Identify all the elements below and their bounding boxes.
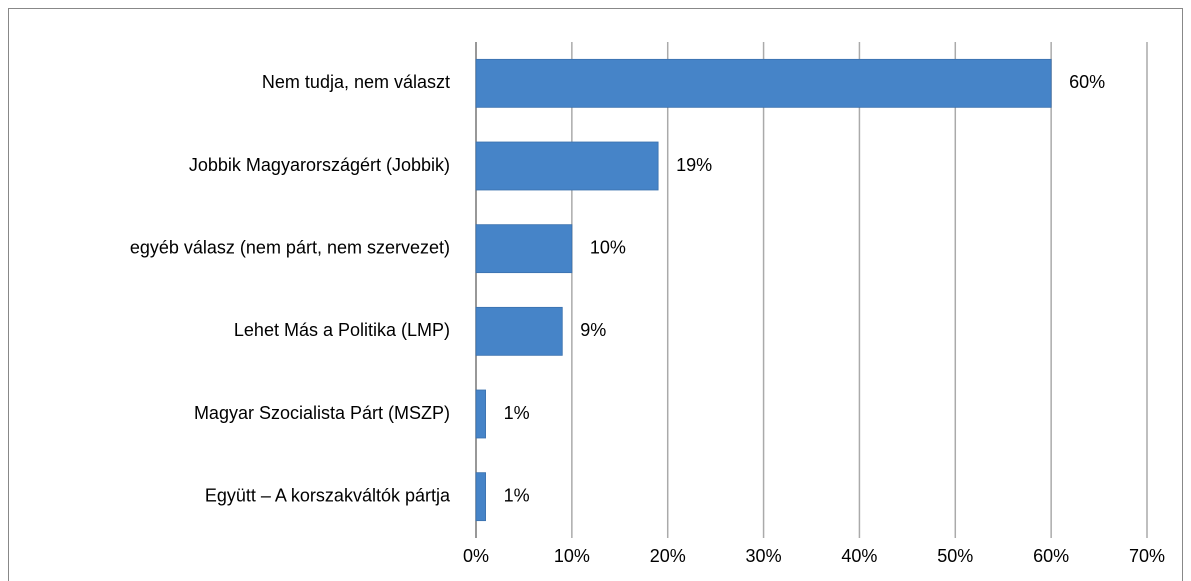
bar	[475, 141, 659, 191]
data-label: 1%	[504, 485, 530, 505]
y-tick-label: Lehet Más a Politika (LMP)	[234, 320, 450, 340]
y-tick-label: egyéb válasz (nem párt, nem szervezet)	[130, 237, 450, 257]
bar	[475, 224, 573, 274]
x-tick-label: 20%	[650, 546, 686, 566]
data-label: 60%	[1069, 72, 1105, 92]
x-tick-label: 70%	[1129, 546, 1165, 566]
bar	[475, 389, 486, 439]
y-tick-label: Nem tudja, nem választ	[262, 72, 450, 92]
y-tick-label: Együtt – A korszakváltók pártja	[205, 485, 451, 505]
y-tick-label: Magyar Szocialista Párt (MSZP)	[194, 403, 450, 423]
x-tick-label: 0%	[463, 546, 489, 566]
bar	[475, 58, 1052, 108]
data-label: 9%	[580, 320, 606, 340]
x-tick-label: 40%	[841, 546, 877, 566]
x-tick-label: 10%	[554, 546, 590, 566]
x-tick-label: 30%	[746, 546, 782, 566]
bar	[475, 472, 486, 522]
x-tick-label: 60%	[1033, 546, 1069, 566]
y-tick-label: Jobbik Magyarországért (Jobbik)	[189, 155, 450, 175]
data-label: 10%	[590, 237, 626, 257]
bar	[475, 306, 563, 356]
data-label: 1%	[504, 403, 530, 423]
x-tick-label: 50%	[937, 546, 973, 566]
data-label: 19%	[676, 155, 712, 175]
